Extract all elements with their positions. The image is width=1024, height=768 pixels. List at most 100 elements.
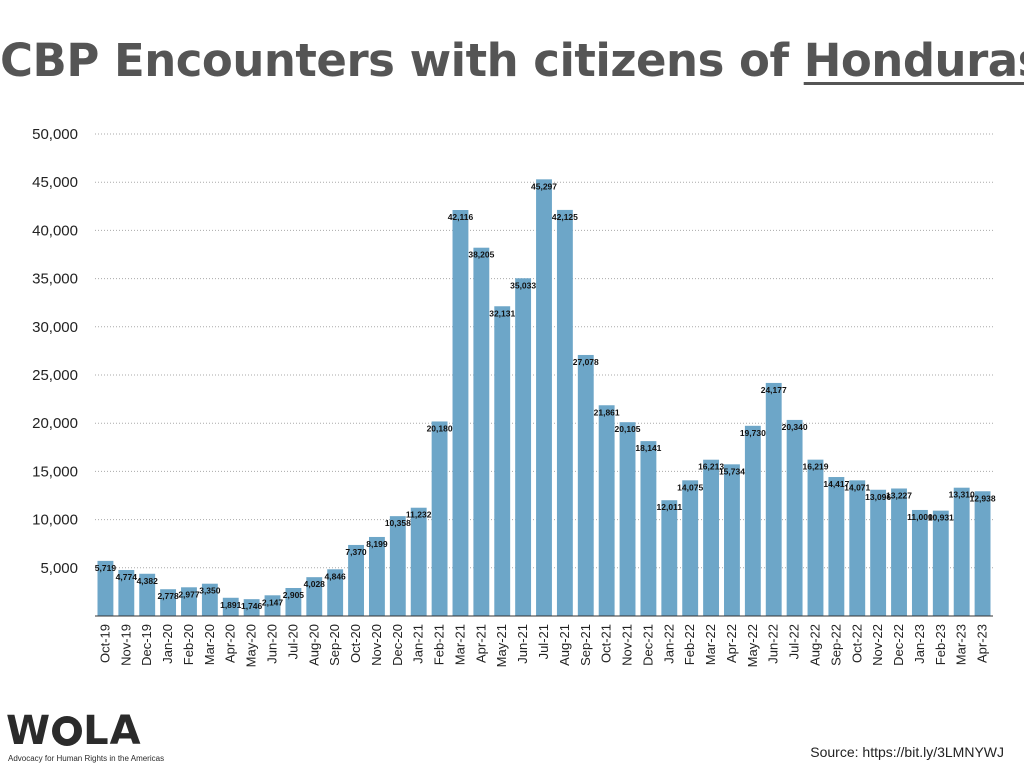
bar-feb-20 [181,587,197,616]
wola-logo: W LA Advocacy for Human Rights in the Ame… [6,708,176,768]
y-tick-label: 25,000 [32,367,78,384]
bar-mar-23 [953,487,970,616]
y-tick-label: 10,000 [32,512,78,529]
data-label: 3,350 [199,586,221,596]
data-label: 27,078 [573,357,599,367]
x-tick-label: Nov-20 [369,624,384,666]
x-tick-label: Apr-22 [724,624,739,663]
bar-may-22 [744,425,761,616]
data-label: 20,180 [427,423,453,433]
data-label: 42,116 [448,212,474,222]
x-tick-label: Aug-21 [557,624,572,666]
bar-jan-22 [661,500,678,616]
data-label: 19,730 [740,428,766,438]
x-tick-label: Oct-21 [599,624,614,663]
data-label: 13,227 [886,490,912,500]
data-label: 1,746 [241,601,263,611]
bar-chart: 5,000 10,000 15,000 20,000 25,000 30,000 35,00… [32,126,996,667]
data-label: 10,931 [928,513,954,523]
data-label: 14,417 [823,479,849,489]
x-tick-label: Feb-21 [432,624,447,665]
x-tick-label: Mar-23 [954,624,969,665]
x-tick-label: May-21 [494,624,509,667]
bar-dec-22 [891,488,907,616]
bar-jun-22 [765,382,782,616]
data-label: 5,719 [95,563,117,573]
x-tick-label: Jul-22 [787,624,802,659]
x-tick-label: Jan-22 [661,624,676,664]
x-tick-label: Jun-21 [515,624,530,664]
data-label: 38,205 [468,250,494,260]
data-label: 2,905 [283,590,305,600]
data-label: 2,977 [178,589,200,599]
bar-oct-20 [348,544,364,616]
bar-feb-22 [682,480,699,616]
data-label: 4,846 [325,571,347,581]
data-label: 14,071 [844,482,870,492]
y-tick-label: 45,000 [32,174,78,191]
x-tick-label: Feb-22 [682,624,697,665]
data-label: 20,105 [615,424,641,434]
bar-aug-22 [807,459,824,616]
x-tick-label: Mar-21 [452,624,467,665]
x-tick-label: Nov-19 [118,624,133,666]
x-tick-label: Dec-21 [640,624,655,666]
x-tick-label: May-22 [745,624,760,667]
title-country: Honduras [803,34,1024,87]
y-tick-label: 20,000 [32,415,78,432]
data-label: 2,147 [262,597,284,607]
data-label: 16,219 [802,462,828,472]
data-label: 4,774 [116,572,138,582]
bar-jan-21 [410,507,427,616]
data-label: 32,131 [489,308,515,318]
y-tick-label: 40,000 [32,222,78,239]
logo-wordmark: W LA [6,708,142,754]
bar-sep-21 [577,354,594,616]
data-label: 15,734 [719,466,745,476]
bar-feb-21 [431,421,448,616]
x-tick-label: Nov-21 [620,624,635,666]
data-label: 11,000 [907,512,933,522]
source-note: Source: https://bit.ly/3LMNYWJ [810,744,1004,760]
data-label: 24,177 [761,385,787,395]
bar-mar-20 [201,583,218,616]
x-tick-label: Sep-20 [327,624,342,666]
x-tick-label: Apr-20 [223,624,238,663]
x-tick-label: Apr-21 [473,624,488,663]
data-label: 20,340 [782,422,808,432]
bar-dec-20 [389,516,406,616]
data-label: 4,028 [304,579,326,589]
bar-oct-22 [849,480,866,616]
x-tick-label: Nov-22 [870,624,885,666]
bar-apr-20 [222,597,239,616]
bar-jun-21 [515,278,532,616]
bar-jan-20 [160,589,177,616]
bar-nov-21 [619,422,636,616]
bar-may-21 [494,306,511,616]
x-tick-label: Dec-20 [390,624,405,666]
x-tick-label: Feb-20 [181,624,196,665]
bar-jul-21 [536,179,552,616]
data-label: 10,358 [385,518,411,528]
data-label: 2,778 [157,591,179,601]
logo-tagline: Advocacy for Human Rights in the America… [8,754,165,763]
x-tick-label: Jun-22 [766,624,781,664]
bar-jun-20 [264,595,281,616]
y-axis-tick-labels: 5,000 10,000 15,000 20,000 25,000 30,000 35,00… [32,126,78,577]
x-tick-label: Dec-22 [891,624,906,666]
data-label: 11,232 [406,510,432,520]
y-tick-label: 50,000 [32,126,78,143]
x-tick-label: Sep-21 [578,624,593,666]
bar-apr-22 [724,464,740,616]
bar-aug-20 [306,577,323,616]
data-label: 42,125 [552,212,578,222]
x-tick-label: May-20 [244,624,259,667]
data-label: 13,310 [949,490,975,500]
x-tick-label: Oct-22 [849,624,864,663]
data-label: 12,938 [970,493,996,503]
x-axis-tick-labels: Oct-19 Nov-19 Dec-19 Jan-20 Feb-20 Mar-20 Apr-… [97,624,989,667]
x-tick-label: Feb-23 [933,624,948,665]
logo-letters-la: LA [83,708,142,754]
bar-mar-21 [452,210,469,616]
data-label: 13,096 [865,492,891,502]
